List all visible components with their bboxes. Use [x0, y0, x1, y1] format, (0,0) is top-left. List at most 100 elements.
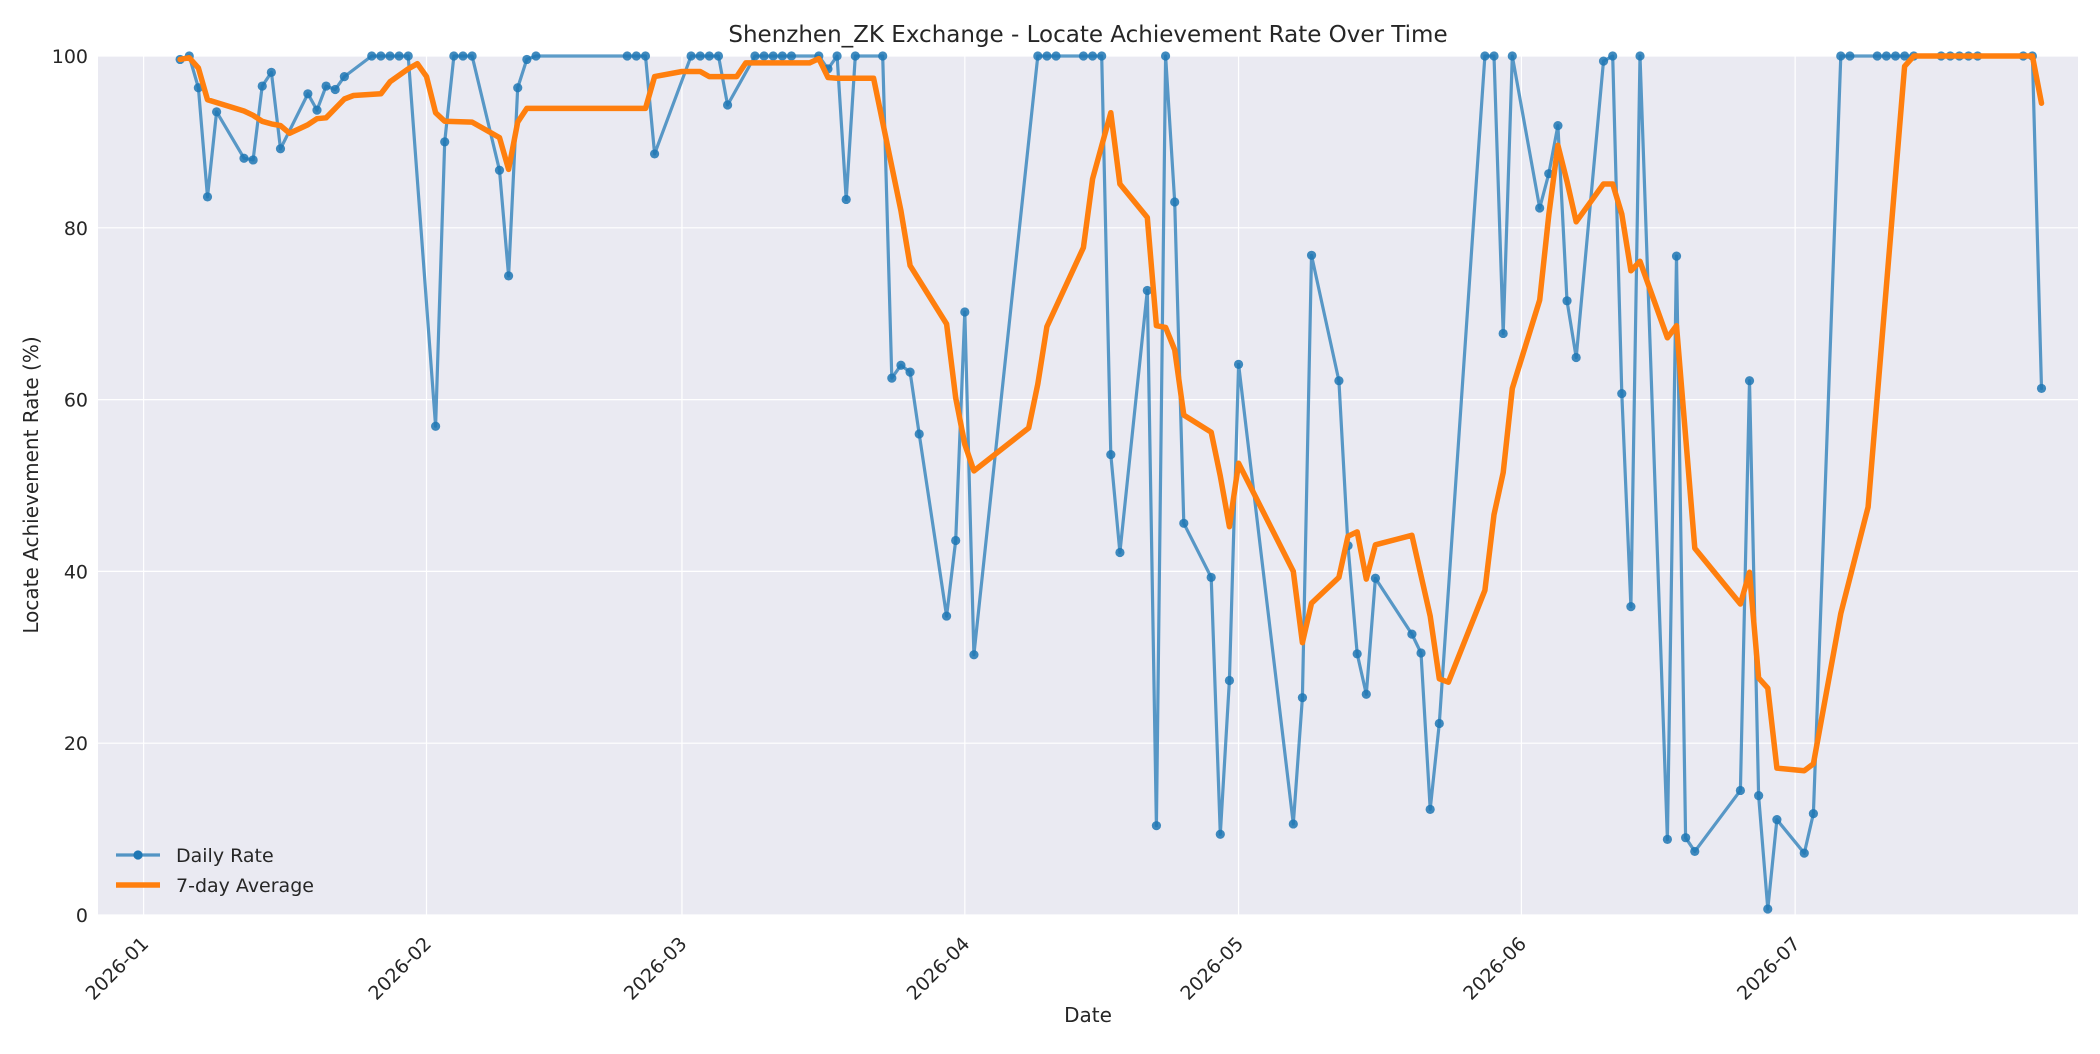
data-point [2036, 383, 2047, 394]
data-point [212, 107, 222, 117]
data-point [1808, 809, 1818, 819]
data-point [1042, 51, 1052, 61]
data-point [1288, 819, 1298, 829]
data-point [1087, 51, 1098, 61]
data-point [887, 373, 897, 383]
data-point [1735, 785, 1745, 796]
chart-title: Shenzhen_ZK Exchange - Locate Achievemen… [728, 22, 1447, 48]
data-point [951, 535, 961, 546]
data-point [786, 51, 797, 61]
data-point [878, 51, 888, 61]
data-point [1480, 51, 1490, 61]
series-layer [175, 51, 2047, 914]
data-point [458, 51, 468, 61]
data-point [1635, 51, 1645, 61]
series-seven-day-average [177, 53, 2045, 774]
data-point [266, 67, 276, 77]
data-point [1078, 51, 1089, 61]
data-point [1179, 518, 1189, 528]
data-point [339, 72, 349, 82]
data-point [403, 51, 413, 61]
data-point [1535, 203, 1545, 213]
data-point [649, 149, 660, 159]
data-point [513, 83, 523, 93]
data-point [1845, 51, 1855, 61]
data-point [1617, 388, 1627, 399]
data-point [1598, 56, 1609, 66]
data-point [1626, 602, 1636, 612]
data-point [1881, 51, 1891, 61]
data-point [1097, 51, 1107, 61]
data-point [914, 429, 924, 439]
data-point [1170, 197, 1180, 207]
data-point [1407, 629, 1417, 639]
data-point [1681, 833, 1691, 843]
data-point [704, 51, 714, 61]
data-point [1361, 689, 1371, 699]
data-point [1115, 547, 1125, 558]
y-axis-label: Locate Achievement Rate (%) [19, 336, 43, 633]
data-point [1799, 848, 1809, 858]
series-line [177, 53, 2045, 774]
data-point [713, 51, 724, 61]
data-point [503, 271, 514, 281]
data-point [431, 421, 441, 431]
data-point [1662, 834, 1673, 845]
data-point [896, 360, 906, 370]
data-point [248, 155, 258, 165]
data-point [1562, 296, 1572, 306]
data-point [367, 51, 377, 61]
data-point [631, 51, 641, 61]
data-point [467, 51, 477, 61]
data-point [522, 54, 532, 65]
data-point [376, 51, 386, 61]
legend-label: 7-day Average [176, 875, 314, 897]
data-point [1297, 693, 1308, 703]
data-point [1425, 804, 1435, 814]
data-point [1160, 51, 1171, 61]
data-point [1608, 51, 1618, 61]
y-tick-label: 60 [64, 390, 88, 412]
grid-lines [98, 55, 2078, 916]
data-point [1334, 376, 1344, 386]
data-point [1051, 51, 1061, 61]
data-point [1754, 790, 1764, 801]
legend-marker [133, 850, 143, 860]
data-point [312, 105, 322, 115]
data-point [695, 51, 705, 61]
data-point [1900, 51, 1910, 61]
data-point [1544, 169, 1554, 179]
data-point [1498, 328, 1508, 339]
y-tick-label: 0 [76, 905, 88, 927]
data-point [1571, 352, 1581, 363]
data-point [1142, 285, 1152, 296]
data-point [1215, 829, 1225, 839]
series-daily-rate [175, 51, 2047, 914]
data-point [686, 51, 696, 61]
data-point [202, 192, 213, 202]
data-point [1434, 718, 1444, 729]
data-point [1033, 51, 1043, 61]
data-point [622, 51, 632, 61]
data-point [1553, 120, 1563, 131]
data-point [1836, 51, 1846, 61]
data-point [303, 89, 313, 99]
data-point [1306, 250, 1317, 260]
data-point [969, 650, 979, 660]
data-point [1671, 251, 1682, 261]
data-point [440, 137, 450, 147]
data-point [257, 81, 267, 91]
data-point [1352, 649, 1362, 659]
data-point [531, 51, 541, 61]
y-tick-label: 40 [64, 561, 88, 583]
x-axis-label: Date [1064, 1003, 1112, 1027]
data-point [832, 51, 842, 61]
data-point [1872, 51, 1882, 61]
data-point [1489, 51, 1499, 61]
data-point [1106, 449, 1116, 460]
data-point [275, 144, 286, 154]
data-point [1151, 821, 1162, 831]
data-point [850, 51, 860, 61]
data-point [1763, 904, 1773, 914]
